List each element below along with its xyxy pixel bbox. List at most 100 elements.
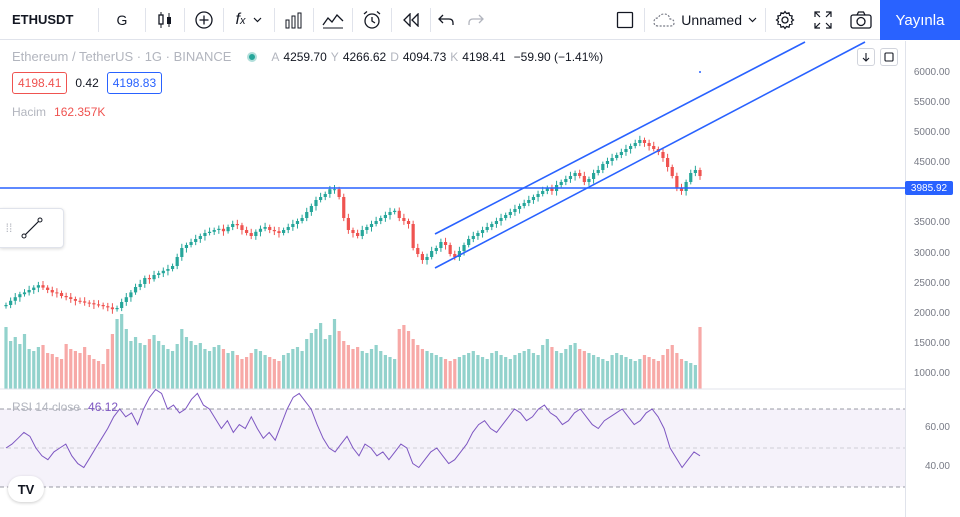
replay-button[interactable] (392, 0, 430, 40)
indicators-button[interactable]: fx (224, 0, 274, 40)
volume-bar (4, 327, 8, 389)
candle-body (9, 300, 13, 305)
maximize-button[interactable] (804, 0, 842, 40)
candle-body (332, 189, 337, 191)
price-axis[interactable]: 6000.005500.005000.004500.004000.003500.… (905, 41, 960, 517)
undo-button[interactable] (431, 0, 461, 40)
layout-name-button[interactable]: Unnamed (645, 0, 765, 40)
tradingview-logo[interactable]: TV (8, 476, 44, 502)
interval-button[interactable]: G (116, 11, 128, 28)
candle-body (217, 228, 221, 230)
candle-body (508, 212, 512, 215)
toolbar-divider (274, 7, 275, 32)
volume-bar (203, 349, 207, 389)
candle-body (212, 230, 216, 232)
volume-bar (147, 339, 152, 389)
open-key: A (271, 49, 280, 64)
volume-bar (388, 357, 392, 389)
candle-body (314, 200, 318, 206)
publish-button[interactable]: Yayınla (880, 0, 960, 40)
candle-body (661, 152, 665, 158)
volume-bar (365, 353, 369, 389)
volume-bar (619, 355, 623, 389)
candle-body (309, 206, 313, 212)
candle-body (78, 300, 82, 302)
price-axis-label: 1000.00 (913, 368, 950, 379)
camera-icon (850, 10, 872, 29)
volume-bar (32, 351, 36, 389)
candle-body (184, 245, 189, 248)
volume-bar (629, 359, 633, 389)
candle-body (374, 221, 378, 224)
templates-button[interactable] (314, 0, 352, 40)
sell-button[interactable]: 4198.41 (12, 72, 68, 94)
volume-bar (494, 351, 499, 389)
expand-icon (814, 10, 832, 29)
candle-body (698, 170, 702, 176)
candle-body (286, 227, 290, 230)
volume-bar (212, 347, 216, 389)
candle-body (129, 292, 133, 298)
drag-handle-icon[interactable]: ⁞⁞ (5, 221, 13, 235)
candle-body (152, 275, 156, 280)
alert-button[interactable] (353, 0, 391, 40)
candle-body (453, 254, 457, 257)
candle-body (550, 188, 554, 191)
close-value: 4198.41 (462, 49, 506, 64)
volume-bar (610, 355, 614, 389)
symbol-search-button[interactable]: ETHUSDT (12, 12, 74, 27)
volume-bar (416, 345, 420, 389)
volume-bar (143, 345, 147, 389)
volume-bar (490, 353, 494, 389)
candle-style-button[interactable] (146, 0, 184, 40)
financials-button[interactable] (275, 0, 313, 40)
drawing-floating-toolbar[interactable]: ⁞⁞ (0, 208, 64, 248)
volume-bar (46, 353, 50, 389)
candle-body (249, 233, 253, 236)
volume-bar (522, 351, 526, 389)
volume-bar (605, 361, 610, 389)
volume-bar (568, 345, 573, 389)
price-axis-label: 5500.00 (913, 97, 950, 108)
volume-bar (92, 359, 96, 389)
candle-body (675, 176, 679, 188)
rsi-axis-label: 40.00 (924, 461, 950, 472)
buy-button[interactable]: 4198.83 (106, 72, 163, 94)
candle-body (166, 269, 170, 271)
candle-body (133, 287, 138, 293)
scroll-down-button[interactable] (857, 48, 875, 66)
volume-label: Hacim (12, 105, 47, 119)
volume-bar (133, 337, 138, 389)
channel-upper-line[interactable] (434, 41, 806, 235)
candle-body (198, 236, 202, 239)
volume-bar (346, 345, 350, 389)
settings-button[interactable] (766, 0, 804, 40)
candle-body (92, 303, 96, 305)
volume-bar (476, 355, 480, 389)
candle-body (420, 254, 424, 260)
candle-body (545, 188, 549, 191)
volume-bar (235, 355, 239, 389)
candle-body (55, 292, 59, 294)
pane-maximize-button[interactable] (880, 48, 898, 66)
high-key: Y (330, 49, 339, 64)
channel-lower-line[interactable] (434, 41, 866, 269)
volume-bar (383, 355, 387, 389)
redo-button[interactable] (461, 0, 491, 40)
volume-bar (397, 329, 401, 389)
close-key: K (450, 49, 459, 64)
volume-bar (499, 355, 503, 389)
compare-button[interactable] (185, 0, 223, 40)
volume-bar (462, 355, 466, 389)
volume-bar (379, 351, 383, 389)
candle-body (624, 149, 628, 152)
snapshot-button[interactable] (842, 0, 880, 40)
fullscreen-toggle-button[interactable] (606, 0, 644, 40)
price-chart[interactable] (0, 41, 905, 517)
candle-body (22, 292, 27, 295)
candle-body (96, 304, 101, 306)
volume-bar (527, 349, 531, 389)
volume-bar (337, 331, 341, 389)
trend-line-icon[interactable] (18, 214, 46, 242)
